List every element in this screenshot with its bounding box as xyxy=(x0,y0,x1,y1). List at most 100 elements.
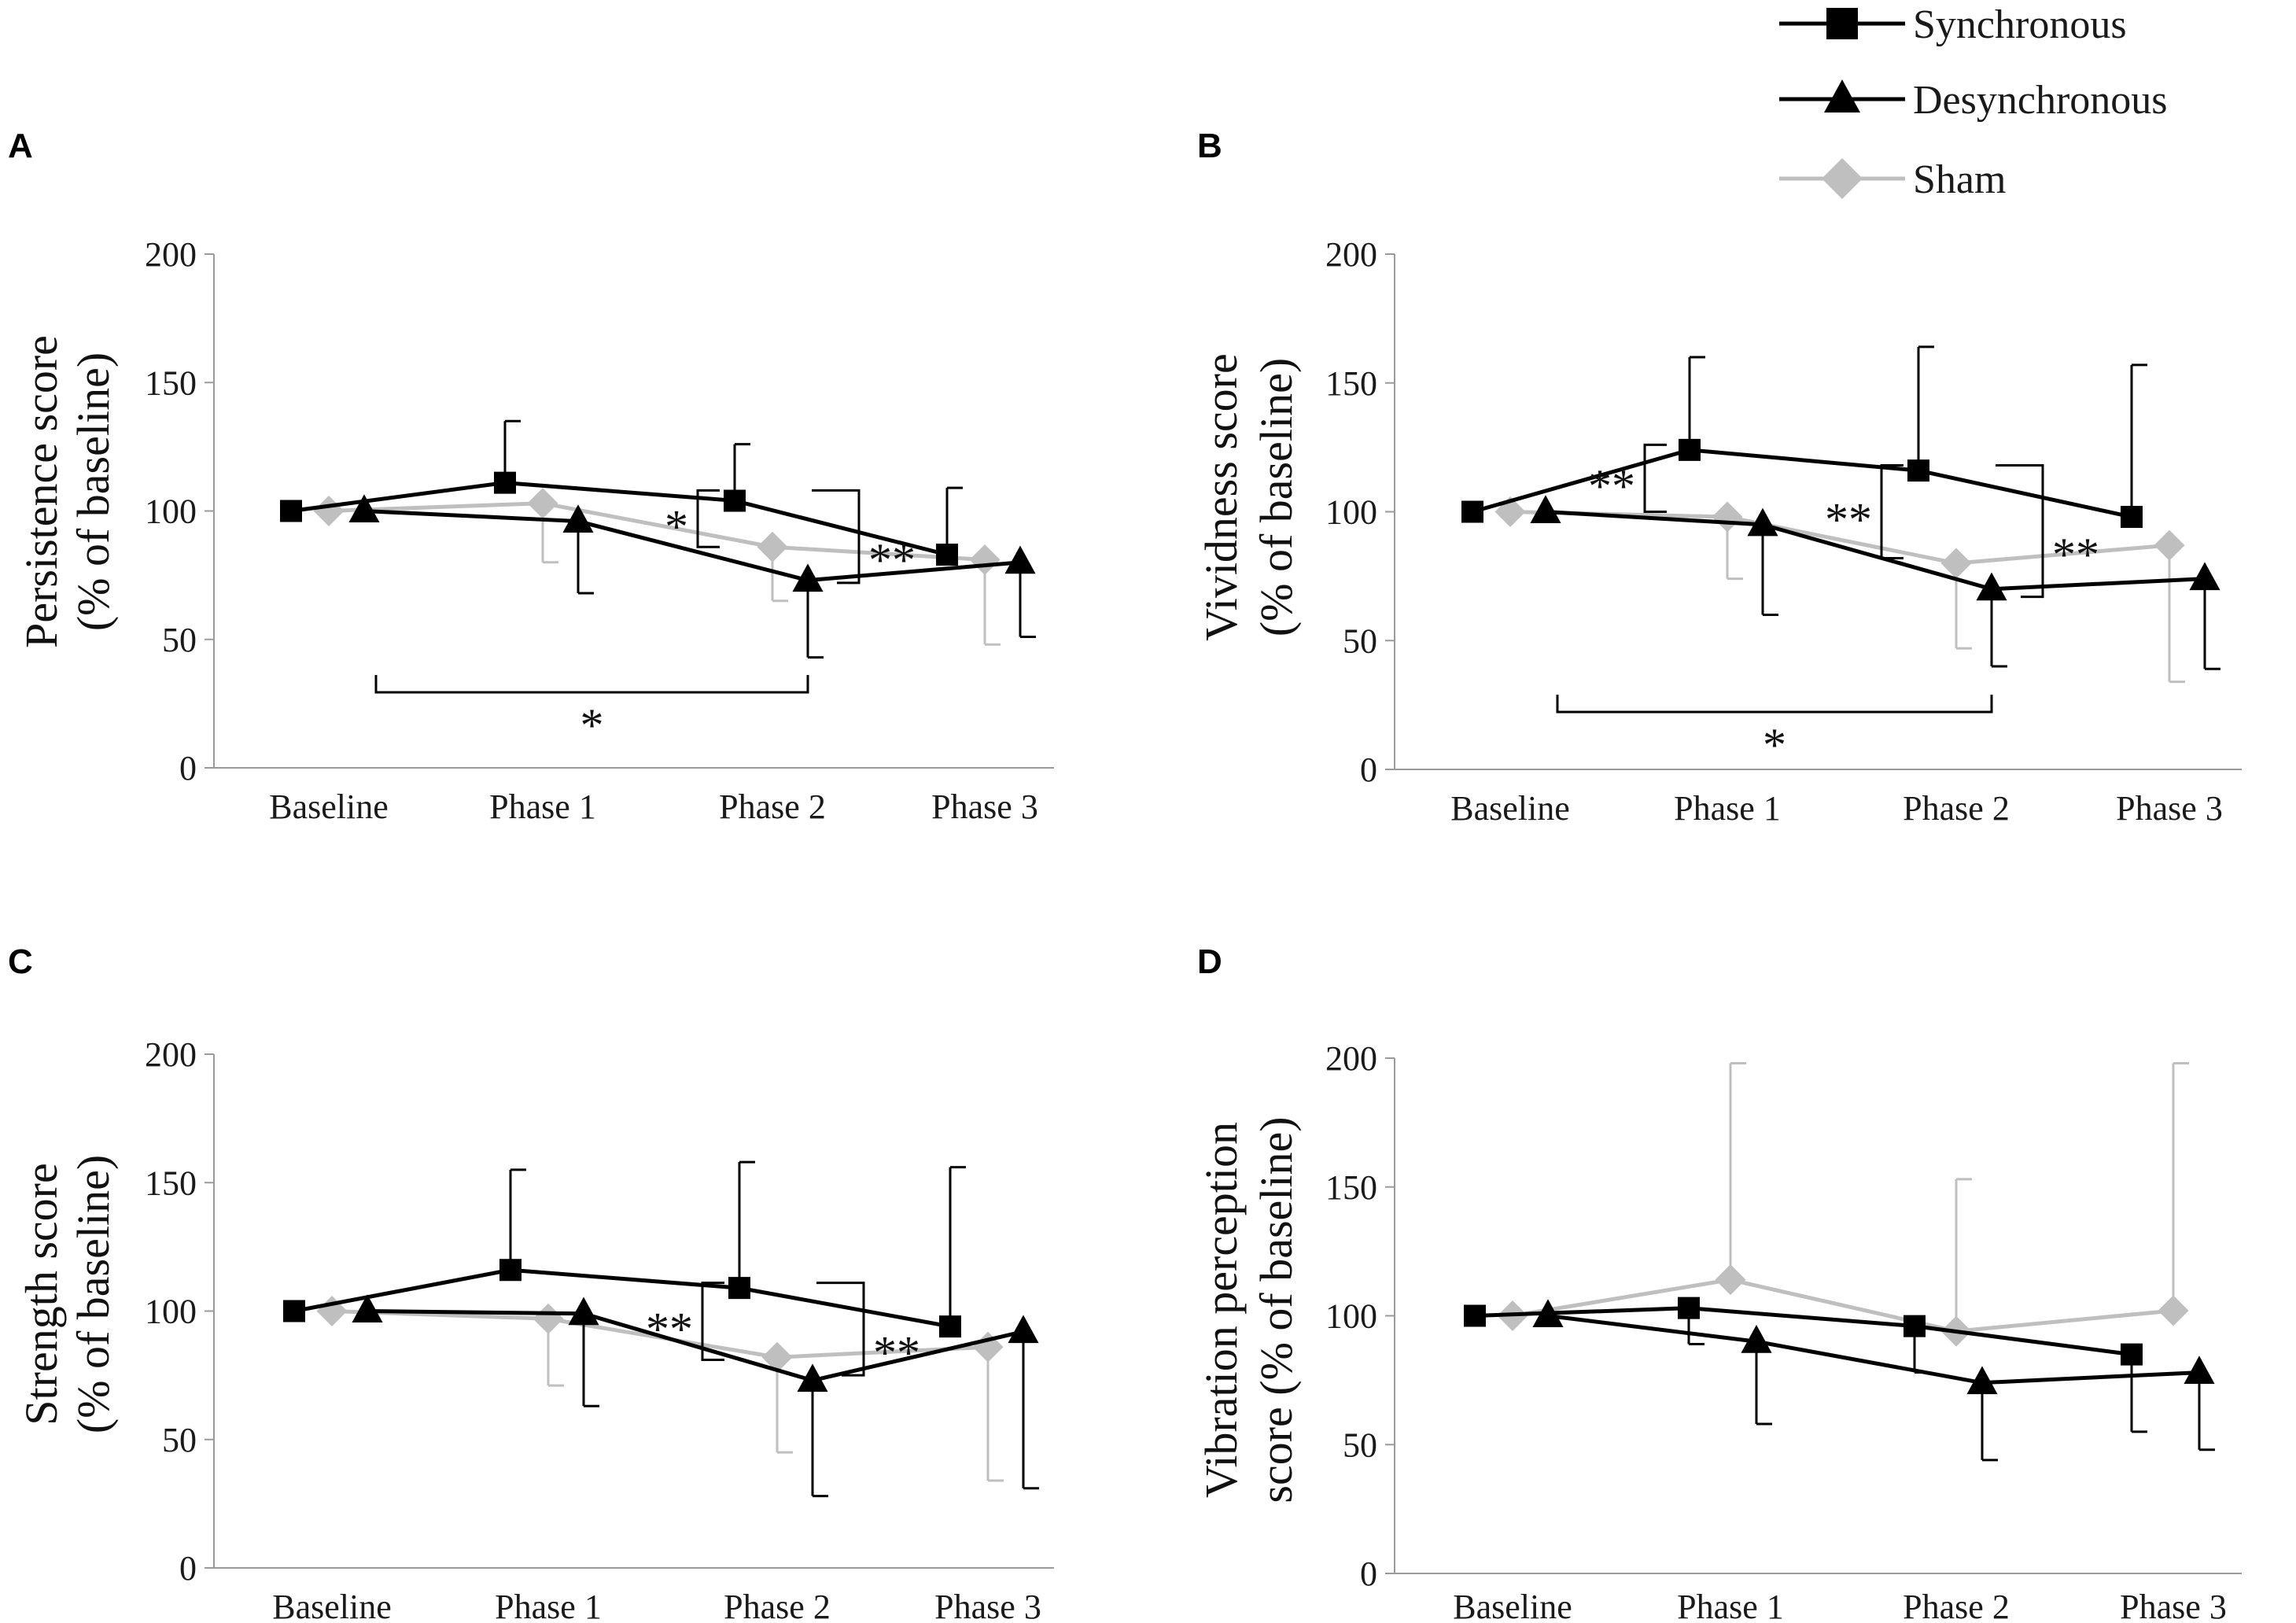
legend-label-synchronous: Synchronous xyxy=(1913,2,2127,47)
panel-letter-b: B xyxy=(1197,127,1222,165)
significance-label: * xyxy=(1763,719,1786,771)
data-point-desynchronous xyxy=(1004,545,1036,574)
series-synchronous xyxy=(1464,1297,2147,1433)
panel-letter-a: A xyxy=(8,127,33,165)
data-point-synchronous xyxy=(283,1300,305,1322)
data-point-synchronous xyxy=(1461,500,1483,523)
data-point-desynchronous xyxy=(1966,1366,1998,1395)
data-point-sham xyxy=(969,544,1001,576)
series-synchronous xyxy=(280,419,963,566)
y-axis-label-line2: score (% of baseline) xyxy=(1251,1116,1302,1503)
y-tick-label: 100 xyxy=(145,1293,197,1331)
x-tick-label: Phase 2 xyxy=(724,1588,831,1623)
x-tick-label: Phase 3 xyxy=(934,1588,1041,1623)
series-line-desynchronous xyxy=(363,509,1021,583)
y-tick-label: 0 xyxy=(179,749,197,788)
data-point-synchronous xyxy=(1678,1297,1700,1319)
data-point-desynchronous xyxy=(1976,572,2007,601)
y-tick-label: 0 xyxy=(179,1549,197,1588)
data-point-sham xyxy=(1712,501,1743,533)
significance-label: ** xyxy=(873,1326,920,1378)
data-point-desynchronous xyxy=(568,1297,599,1326)
series-line-desynchronous xyxy=(1545,510,2206,592)
y-axis-label-line2: (% of baseline) xyxy=(68,352,119,631)
significance-bracket xyxy=(1556,695,1993,714)
data-point-desynchronous xyxy=(562,504,594,533)
panel-c: C 0 50 100 150 200 Baseline Phase 1 Phase 2 Phase… xyxy=(8,942,1054,1623)
x-tick-label: Phase 1 xyxy=(489,788,596,826)
y-axis-label-line2: (% of baseline) xyxy=(1251,358,1302,636)
x-tick-label: Baseline xyxy=(272,1588,392,1623)
data-point-synchronous xyxy=(939,1315,961,1338)
series-synchronous xyxy=(283,1160,966,1338)
y-tick-label: 0 xyxy=(1360,1555,1377,1593)
data-point-sham xyxy=(2158,1295,2189,1326)
legend-label-desynchronous: Desynchronous xyxy=(1913,78,2168,123)
x-tick-label: Baseline xyxy=(269,788,389,826)
data-point-desynchronous xyxy=(2189,562,2220,591)
y-tick-label: 150 xyxy=(145,363,197,402)
y-tick-label: 50 xyxy=(1343,1426,1377,1464)
x-tick-label: Phase 2 xyxy=(719,788,826,826)
x-tick-label: Baseline xyxy=(1453,1588,1572,1623)
legend-marker-synchronous xyxy=(1826,8,1858,39)
panels: A 0 50 100 150 200 Baseline Phase 1 Phase 2 Phase… xyxy=(8,127,2242,1623)
series-desynchronous xyxy=(1532,1299,2215,1462)
significance-annotations: ** ** xyxy=(646,1282,920,1378)
significance-bracket xyxy=(701,1282,724,1362)
data-point-synchronous xyxy=(2121,1343,2143,1366)
y-tick-label: 200 xyxy=(145,1035,197,1074)
data-point-sham xyxy=(1940,548,1972,579)
significance-label: * xyxy=(580,699,604,751)
legend-marker-desynchronous xyxy=(1824,79,1860,113)
data-point-desynchronous xyxy=(352,1294,383,1322)
data-point-synchronous xyxy=(1904,1315,1926,1337)
legend-label-sham: Sham xyxy=(1913,157,2006,202)
data-point-synchronous xyxy=(280,500,302,522)
x-tick-label: Phase 3 xyxy=(2120,1588,2227,1623)
data-point-desynchronous xyxy=(1008,1315,1039,1344)
significance-bracket xyxy=(1643,443,1667,513)
x-tick-label: Phase 2 xyxy=(1903,789,2010,828)
data-point-sham xyxy=(527,488,558,519)
data-point-desynchronous xyxy=(797,1363,828,1392)
significance-label: ** xyxy=(646,1304,693,1356)
significance-bracket xyxy=(812,489,861,585)
data-point-desynchronous xyxy=(1530,495,1561,523)
x-tick-label: Phase 2 xyxy=(1903,1588,2010,1623)
data-point-synchronous xyxy=(494,471,516,494)
y-tick-label: 150 xyxy=(145,1164,197,1202)
significance-bracket xyxy=(816,1282,865,1377)
y-tick-label: 200 xyxy=(145,235,197,274)
x-tick-label: Phase 1 xyxy=(495,1588,602,1623)
significance-bracket xyxy=(374,675,809,694)
data-point-sham xyxy=(1715,1264,1746,1296)
data-point-synchronous xyxy=(1907,459,1929,482)
panel-b: B 0 50 100 150 200 Baseline Phase 1 Phase 2 Phase… xyxy=(1196,127,2242,828)
data-point-sham xyxy=(313,496,345,526)
series-desynchronous xyxy=(1530,495,2220,670)
series-line-synchronous xyxy=(293,1267,951,1329)
data-point-synchronous xyxy=(499,1259,521,1282)
y-tick-label: 50 xyxy=(162,621,197,659)
significance-label: ** xyxy=(1825,494,1872,546)
panel-d: D 0 50 100 150 200 Baseline Phase 1 Phase 2 Phase… xyxy=(1196,942,2242,1623)
y-tick-label: 50 xyxy=(1343,622,1377,660)
data-point-sham xyxy=(761,1341,793,1373)
panel-letter-c: C xyxy=(8,942,33,981)
y-axis-label-line1: Vibration perception xyxy=(1196,1122,1247,1498)
x-tick-label: Phase 3 xyxy=(931,788,1038,826)
series-line-desynchronous xyxy=(367,1309,1024,1383)
significance-label: ** xyxy=(868,534,916,586)
x-tick-label: Phase 3 xyxy=(2116,789,2223,828)
y-tick-label: 200 xyxy=(1325,235,1377,274)
x-tick-label: Phase 1 xyxy=(1677,1588,1784,1623)
data-point-sham xyxy=(757,531,788,563)
data-point-desynchronous xyxy=(1532,1299,1564,1327)
x-tick-label: Baseline xyxy=(1450,789,1570,828)
series-line-sham xyxy=(1512,1278,2174,1333)
significance-label: ** xyxy=(2052,529,2099,581)
y-tick-label: 100 xyxy=(145,492,197,531)
y-axis-label-line1: Persistence score xyxy=(16,335,67,648)
